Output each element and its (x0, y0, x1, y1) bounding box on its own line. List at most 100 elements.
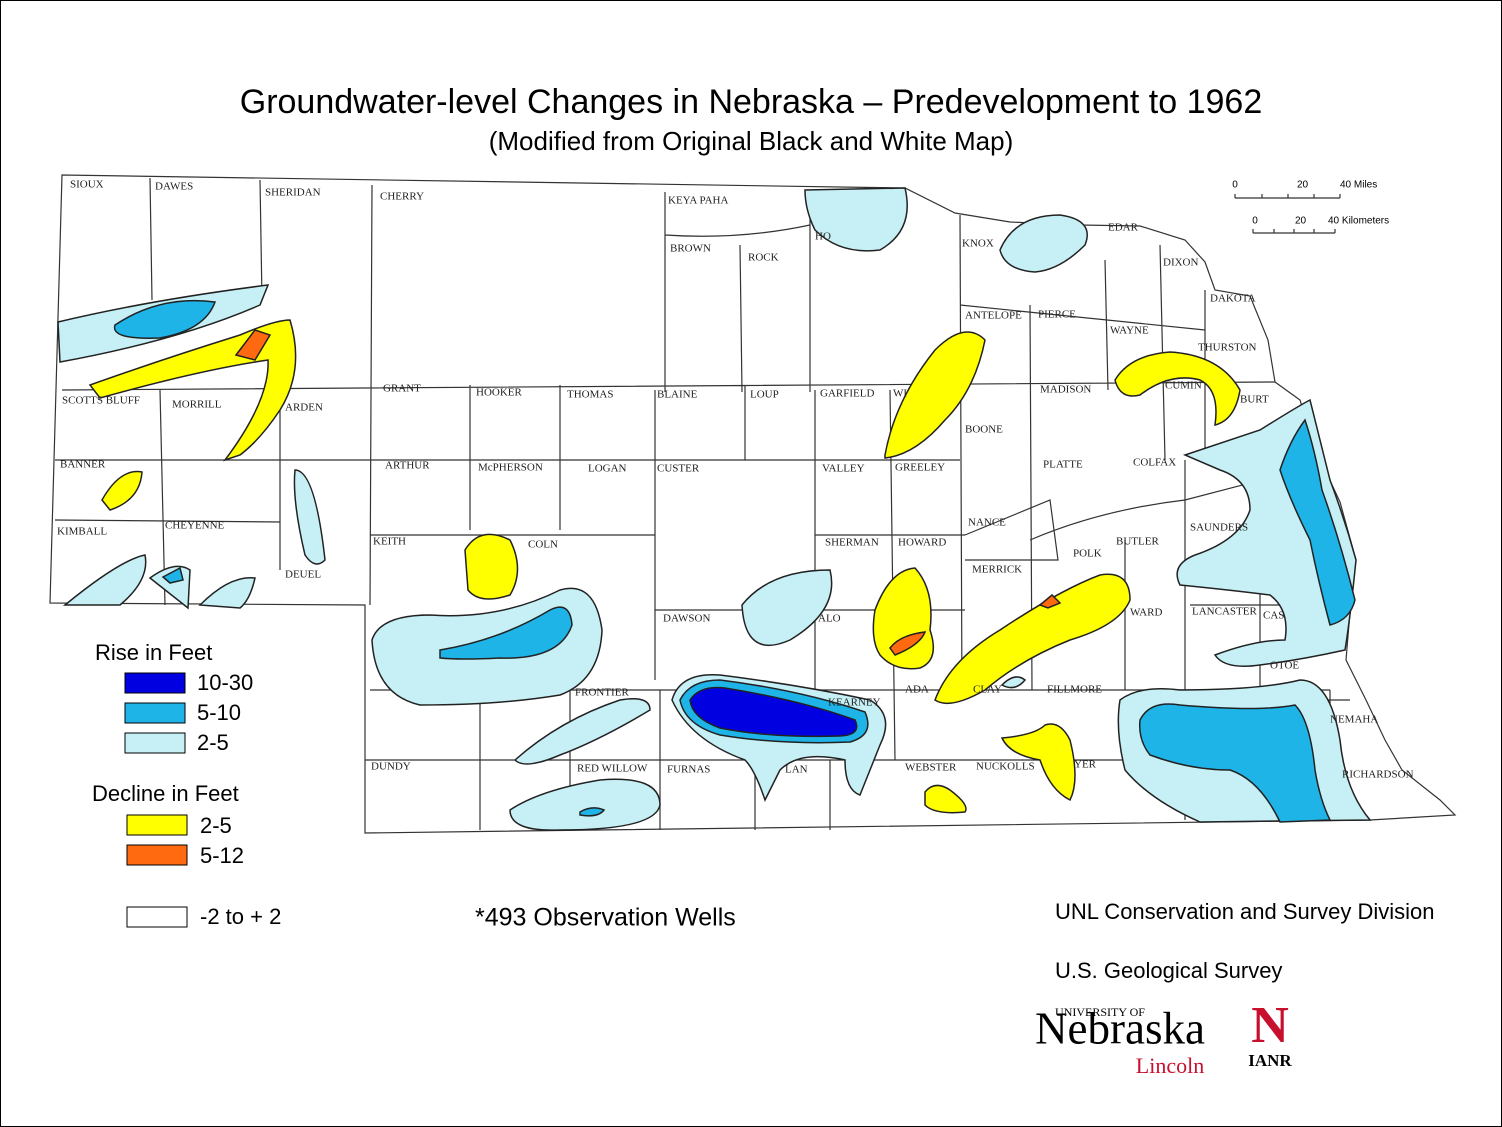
legend-label: -2 to + 2 (200, 904, 281, 929)
county-label: DAWSON (663, 613, 710, 625)
county-label: BURT (1240, 394, 1269, 406)
county-label: NANCE (968, 517, 1006, 529)
county-label: BANNER (60, 459, 106, 471)
scale-label: 40 Miles (1340, 180, 1377, 191)
county-label: ALO (818, 613, 841, 625)
county-label: BROWN (670, 243, 711, 255)
county-label: BUTLER (1116, 536, 1159, 548)
legend-swatch (126, 844, 188, 866)
county-label: PIERCE (1038, 309, 1076, 321)
legend-title: Rise in Feet (95, 640, 212, 665)
county-label: FRONTIER (575, 687, 629, 699)
county-label: ADA (905, 684, 929, 696)
county-label: CHEYENNE (165, 520, 225, 532)
county-label: BOONE (965, 424, 1003, 436)
county-label: RED WILLOW (577, 763, 648, 775)
county-label: GREELEY (895, 462, 945, 474)
county-label: HO (815, 231, 831, 243)
subtitle: (Modified from Original Black and White … (489, 126, 1014, 156)
county-label: SHERMAN (825, 537, 879, 549)
legend-label: 5-10 (197, 700, 241, 725)
scale-bar (1234, 194, 1341, 234)
county-label: YER (1074, 759, 1097, 771)
county-label: HOOKER (476, 387, 522, 399)
county-label: GRANT (383, 383, 421, 395)
county-label: NUCKOLLS (976, 761, 1035, 773)
county-label: MADISON (1040, 384, 1091, 396)
county-label: SHERIDAN (265, 187, 321, 199)
county-label: RICHARDSON (1342, 769, 1414, 781)
title: Groundwater-level Changes in Nebraska – … (240, 83, 1263, 121)
county-label: CUMIN (1165, 380, 1202, 392)
legend-swatch (124, 702, 186, 724)
legend-title: Decline in Feet (92, 781, 239, 806)
county-label: CHERRY (380, 191, 424, 203)
legend-label: 10-30 (197, 670, 253, 695)
scale-label: 40 Kilometers (1328, 216, 1389, 227)
county-label: McPHERSON (478, 462, 543, 474)
county-label: CAS (1263, 610, 1284, 622)
county-label: MORRILL (172, 399, 222, 411)
scale-label: 0 (1252, 216, 1258, 227)
county-label: ARDEN (285, 402, 323, 414)
county-label: KEARNEY (828, 697, 881, 709)
county-label: KNOX (962, 238, 994, 250)
county-label: WARD (1130, 607, 1162, 619)
legend-label: 2-5 (197, 730, 229, 755)
county-label: OTOE (1270, 660, 1299, 672)
county-label: ROCK (748, 252, 779, 264)
county-label: KEYA PAHA (668, 195, 728, 207)
credit: UNL Conservation and Survey Division (1055, 899, 1434, 924)
logo-lincoln: Lincoln (1136, 1053, 1204, 1078)
county-label: CLAY (973, 684, 1002, 696)
county-label: BLAINE (657, 389, 698, 401)
county-label: HOWARD (898, 537, 946, 549)
county-label: MERRICK (972, 564, 1022, 576)
legend-label: 2-5 (200, 813, 232, 838)
county-label: THOMAS (567, 389, 613, 401)
county-label: COLFAX (1133, 457, 1176, 469)
legend-swatch (126, 906, 188, 928)
county-label: DEUEL (285, 569, 321, 581)
county-label: SAUNDERS (1190, 522, 1248, 534)
legend-label: 5-12 (200, 843, 244, 868)
county-label: SCOTTS BLUFF (62, 395, 140, 407)
logo-n: N (1251, 997, 1289, 1054)
note: *493 Observation Wells (475, 904, 736, 932)
logo-nebraska: Nebraska (1035, 1003, 1205, 1054)
scale-label: 20 (1297, 180, 1309, 191)
legend-swatch (124, 732, 186, 754)
county-label: LANCASTER (1192, 606, 1257, 618)
county-label: SIOUX (70, 179, 104, 191)
logo-ianr: IANR (1248, 1051, 1292, 1070)
scale-label: 0 (1232, 180, 1238, 191)
legend-swatch (124, 672, 186, 694)
logo-university: UNIVERSITY OF (1055, 1005, 1145, 1019)
county-label: ANTELOPE (965, 310, 1022, 322)
county-label: LAN (785, 764, 808, 776)
county-label: LOUP (750, 389, 779, 401)
legend-swatch (126, 814, 188, 836)
county-label: CUSTER (657, 463, 700, 475)
county-label: GARFIELD (820, 388, 874, 400)
county-label: DUNDY (371, 761, 411, 773)
county-label: DAKOTA (1210, 293, 1256, 305)
county-label: FURNAS (667, 764, 710, 776)
county-label: PLATTE (1043, 459, 1083, 471)
county-label: DIXON (1163, 257, 1198, 269)
county-label: NEMAHA (1330, 714, 1378, 726)
county-label: FILLMORE (1047, 684, 1102, 696)
county-label: VALLEY (822, 463, 865, 475)
county-label: DAWES (155, 181, 193, 193)
county-label: POLK (1073, 548, 1102, 560)
county-label: THURSTON (1198, 342, 1257, 354)
county-label: WI (893, 388, 907, 400)
county-label: KIMBALL (57, 526, 107, 538)
county-label: KEITH (373, 536, 406, 548)
county-label: WEBSTER (905, 762, 957, 774)
county-label: EDAR (1108, 222, 1139, 234)
county-label: LOGAN (588, 463, 627, 475)
credit: U.S. Geological Survey (1055, 958, 1282, 983)
regions (57, 187, 1372, 831)
